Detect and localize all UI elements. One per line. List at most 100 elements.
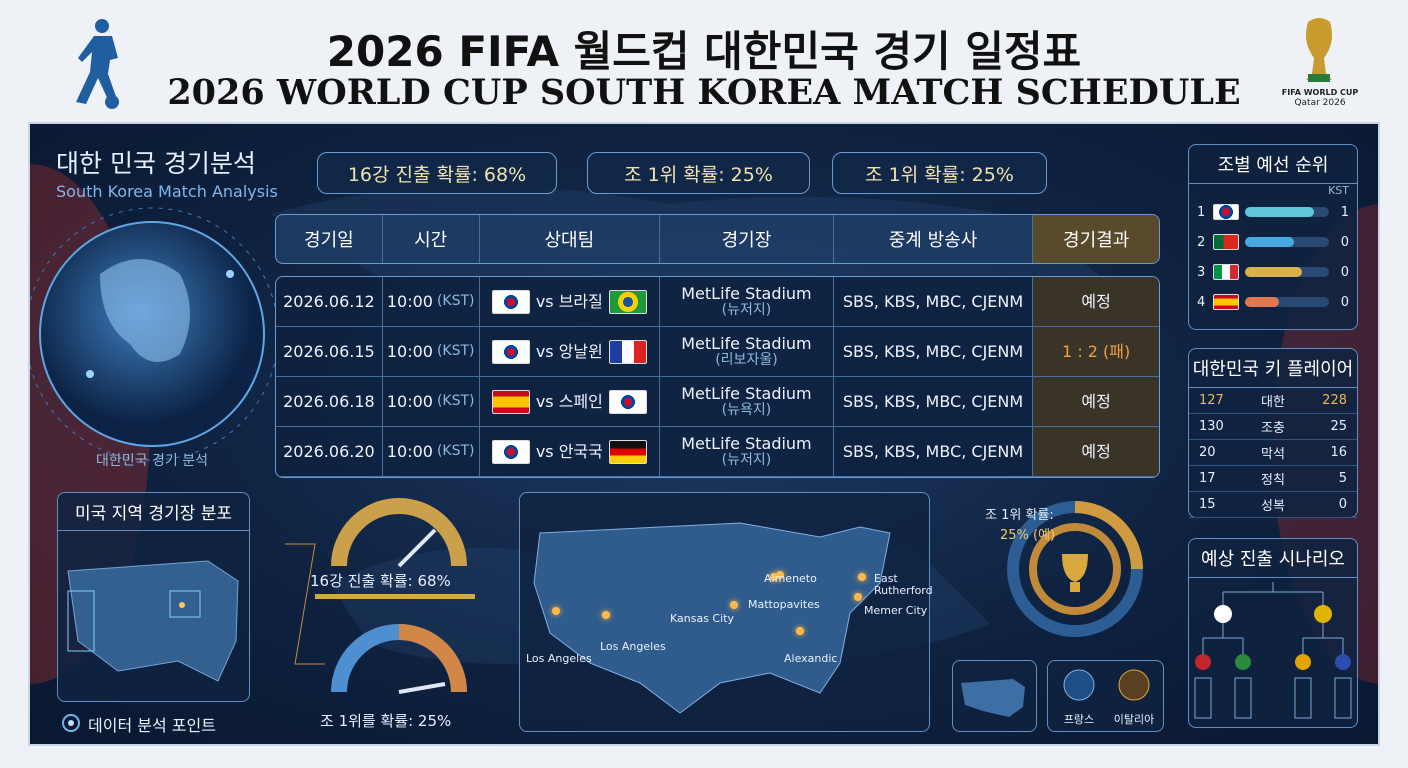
stadium: MetLife Stadium	[681, 434, 812, 453]
player-row: 130 조충 25	[1189, 414, 1357, 440]
legend-icon	[62, 714, 80, 732]
bar	[1245, 297, 1279, 307]
column-label: KST	[1328, 184, 1349, 197]
player-number: 15	[1199, 497, 1216, 512]
bar	[1245, 237, 1294, 247]
player-number: 17	[1199, 471, 1216, 486]
time-cell: 10:00 (KST)	[383, 377, 480, 426]
flag	[1213, 203, 1239, 221]
broadcaster: SBS, KBS, MBC, CJENM	[842, 441, 1024, 461]
opponent: vs 앙날윈	[535, 341, 603, 361]
broadcaster: SBS, KBS, MBC, CJENM	[842, 291, 1024, 311]
match-result: 예정	[1081, 291, 1111, 311]
bar-track	[1245, 297, 1329, 307]
venue-map: Los Angeles Los Angeles Kansas City Mattopa…	[519, 492, 933, 732]
stadium: MetLife Stadium	[681, 284, 812, 303]
opponent-cell: vs 앙날윈	[480, 327, 661, 376]
bar-track	[1245, 237, 1329, 247]
player-name: 대한	[1261, 395, 1285, 410]
date-cell: 2026.06.18	[276, 377, 383, 426]
header-cell: 중계 방송사	[834, 215, 1034, 263]
city-label: Mattopavites	[748, 598, 820, 611]
bar-track	[1245, 207, 1329, 217]
rank: 4	[1197, 294, 1206, 310]
player-name: 조충	[1261, 421, 1285, 436]
gauge-label: 조 1위를 확률: 25%	[320, 712, 452, 730]
stadium-cell: MetLife Stadium (리보자울)	[660, 327, 834, 376]
us-minimap	[67, 560, 239, 682]
city-label: East Rutherford	[874, 572, 933, 598]
header-cell: 시간	[383, 215, 480, 263]
match-date: 2026.06.18	[283, 391, 375, 411]
scenario-panel: 예상 진출 시나리오	[1188, 538, 1358, 728]
header-cell: 경기장	[660, 215, 834, 263]
mini-map	[952, 660, 1037, 732]
bar	[1245, 207, 1314, 217]
broadcast-cell: SBS, KBS, MBC, CJENM	[834, 277, 1034, 326]
player-row: 15 성복 0	[1189, 492, 1357, 518]
match-result: 예정	[1081, 391, 1111, 411]
teams-panel: 프랑스 이탈리아	[1047, 660, 1164, 732]
opponent-cell: vs 스페인	[480, 377, 661, 426]
opponent-cell: vs 브라질	[480, 277, 661, 326]
match-date: 2026.06.12	[283, 291, 375, 311]
section-subtitle: South Korea Match Analysis	[56, 182, 278, 201]
opponent: vs 브라질	[535, 291, 603, 311]
opponent-cell: vs 안국국	[480, 427, 661, 476]
flag	[491, 289, 530, 314]
time-cell: 10:00 (KST)	[383, 327, 480, 376]
match-result: 1 : 2 (패)	[1062, 341, 1131, 361]
stadium-city: (뉴욕지)	[721, 401, 772, 418]
result-cell: 예정	[1033, 277, 1159, 326]
player-icon	[76, 19, 119, 109]
player-row: 127 대한 228	[1189, 388, 1357, 414]
key-players-panel: 대한민국 키 플레이어 127 대한 228 130 조충 25 20 막석 16 17 정칙 5 15…	[1188, 348, 1358, 518]
page-title: 2026 FIFA 월드컵 대한민국 경기 일정표	[326, 27, 1082, 76]
section-title: 대한 민국 경기분석	[56, 149, 256, 178]
table-row: 2026.06.18 10:00 (KST) vs 스페인 MetLife Stadiu…	[276, 377, 1159, 427]
stat-pill: 조 1위 확률: 25%	[587, 152, 810, 194]
flag	[1213, 233, 1239, 251]
player-number: 130	[1199, 419, 1224, 434]
stadium-cell: MetLife Stadium (뉴저지)	[660, 277, 834, 326]
flag	[1213, 293, 1239, 311]
broadcast-cell: SBS, KBS, MBC, CJENM	[834, 427, 1034, 476]
flag	[608, 339, 647, 364]
city-dot	[858, 573, 866, 581]
opponent: vs 안국국	[535, 441, 603, 461]
player-stat: 5	[1338, 471, 1347, 486]
player-row: 20 막석 16	[1189, 440, 1357, 466]
header-cell: 상대팀	[480, 215, 661, 263]
player-row: 17 정칙 5	[1189, 466, 1357, 492]
player-number: 127	[1199, 393, 1224, 408]
broadcast-cell: SBS, KBS, MBC, CJENM	[834, 377, 1034, 426]
header-cell: 경기결과	[1033, 215, 1159, 263]
stat-pill: 조 1위 확률: 25%	[832, 152, 1047, 194]
stadium-cell: MetLife Stadium (뉴욕지)	[660, 377, 834, 426]
match-result: 예정	[1081, 441, 1111, 461]
stadium-city: (뉴저지)	[721, 451, 772, 468]
odds-value: 25% (예)	[1000, 528, 1056, 543]
gauge-label: 16강 진출 확률: 68%	[310, 572, 451, 590]
table-header: 경기일 시간 상대팀 경기장 중계 방송사 경기결과	[275, 214, 1160, 264]
header-cell: 경기일	[276, 215, 383, 263]
team-name: 프랑스	[1063, 713, 1095, 726]
result-cell: 1 : 2 (패)	[1033, 327, 1159, 376]
player-name: 정칙	[1261, 473, 1285, 488]
legend-label: 데이터 분석 포인트	[88, 716, 216, 735]
stadium: MetLife Stadium	[681, 334, 812, 353]
rank: 3	[1197, 264, 1206, 280]
player-name: 성복	[1261, 499, 1285, 514]
schedule-table: 경기일 시간 상대팀 경기장 중계 방송사 경기결과 2026.06.12 10:00 (KST…	[275, 214, 1160, 478]
stadium-cell: MetLife Stadium (뉴저지)	[660, 427, 834, 476]
stadium-city: (리보자울)	[715, 351, 778, 368]
team-icons	[1063, 669, 1150, 701]
flag	[608, 389, 647, 414]
match-date: 2026.06.20	[283, 441, 375, 461]
panel-title: 조별 예선 순위	[1189, 145, 1357, 184]
player-stat: 228	[1322, 393, 1347, 408]
